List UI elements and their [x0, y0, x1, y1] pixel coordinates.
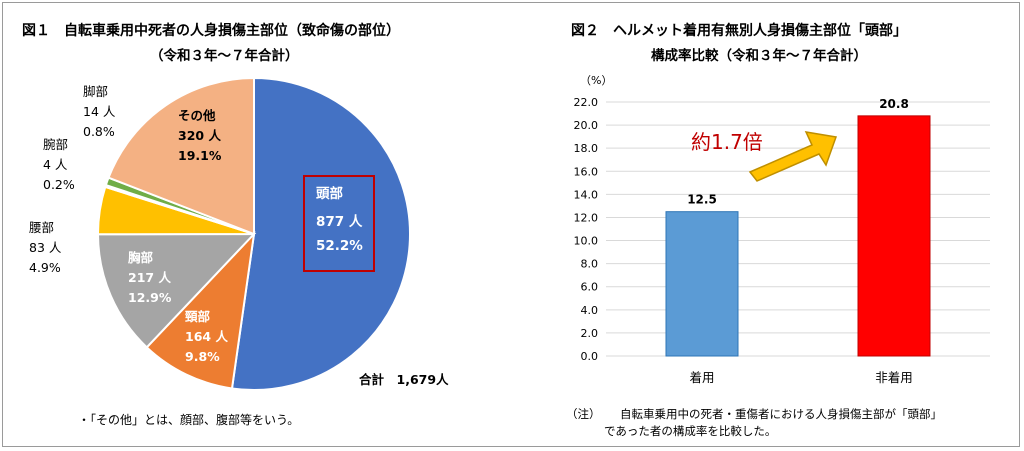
x-category-label: 非着用: [875, 370, 913, 385]
y-tick-label: 10.0: [574, 235, 599, 248]
bar-ylabel: （%）: [580, 74, 613, 87]
pie-title: 図１ 自転車乗用中死者の人身損傷主部位（致命傷の部位）: [22, 23, 400, 39]
x-category-label: 着用: [689, 370, 714, 385]
arrow-shape: [748, 131, 838, 182]
pie-total: 合計 1,679人: [359, 372, 449, 387]
bar-note-line1: 自転車乗用中の死者・重傷者における人身損傷主部が「頭部」: [620, 407, 942, 421]
y-tick-label: 6.0: [581, 281, 599, 294]
bar-title: 図２ ヘルメット着用有無別人身損傷主部位「頭部」: [571, 23, 907, 39]
bar-annotation: 約1.7倍: [691, 130, 763, 154]
y-tick-label: 20.0: [574, 119, 599, 132]
y-tick-label: 14.0: [574, 188, 599, 201]
bar-note-mark: （注）: [566, 407, 601, 421]
y-tick-label: 12.0: [574, 211, 599, 224]
pie-subtitle: （令和３年～７年合計）: [150, 48, 299, 64]
pie-label-neck: 頸部 164 人 9.8%: [185, 309, 228, 364]
bar-0: [665, 211, 739, 357]
bar-1: [857, 115, 931, 357]
y-tick-label: 4.0: [581, 304, 599, 317]
pie-label-other: その他 320 人 19.1%: [178, 108, 222, 163]
pie-slice-0: [230, 76, 412, 391]
y-tick-label: 18.0: [574, 142, 599, 155]
pie-label-waist: 腰部 83 人 4.9%: [29, 220, 62, 275]
pie-slice-1: [145, 231, 256, 390]
y-tick-label: 16.0: [574, 165, 599, 178]
y-tick-label: 2.0: [581, 327, 599, 340]
bar-note-line2: であった者の構成率を比較した。: [604, 424, 777, 438]
pie-label-leg: 脚部 14 人 0.8%: [83, 84, 116, 139]
pie-label-arm: 腕部 4 人 0.2%: [43, 137, 75, 192]
bar-value-label: 12.5: [687, 193, 717, 207]
head-highlight-box: [303, 175, 375, 272]
bar-value-label: 20.8: [879, 97, 909, 111]
pie-slice-2: [96, 232, 257, 349]
increase-arrow: [748, 131, 838, 182]
y-tick-label: 22.0: [574, 96, 599, 109]
pie-label-head: 頭部 877 人 52.2%: [316, 186, 363, 254]
pie-label-chest: 胸部 217 人 12.9%: [128, 250, 172, 305]
y-tick-label: 8.0: [581, 258, 599, 271]
pie-slice-6: [107, 76, 255, 236]
pie-footnote: ・「その他」とは、顔部、腹部等をいう。: [78, 413, 300, 427]
y-tick-label: 0.0: [581, 350, 599, 363]
bar-subtitle: 構成率比較（令和３年～７年合計）: [651, 48, 867, 64]
